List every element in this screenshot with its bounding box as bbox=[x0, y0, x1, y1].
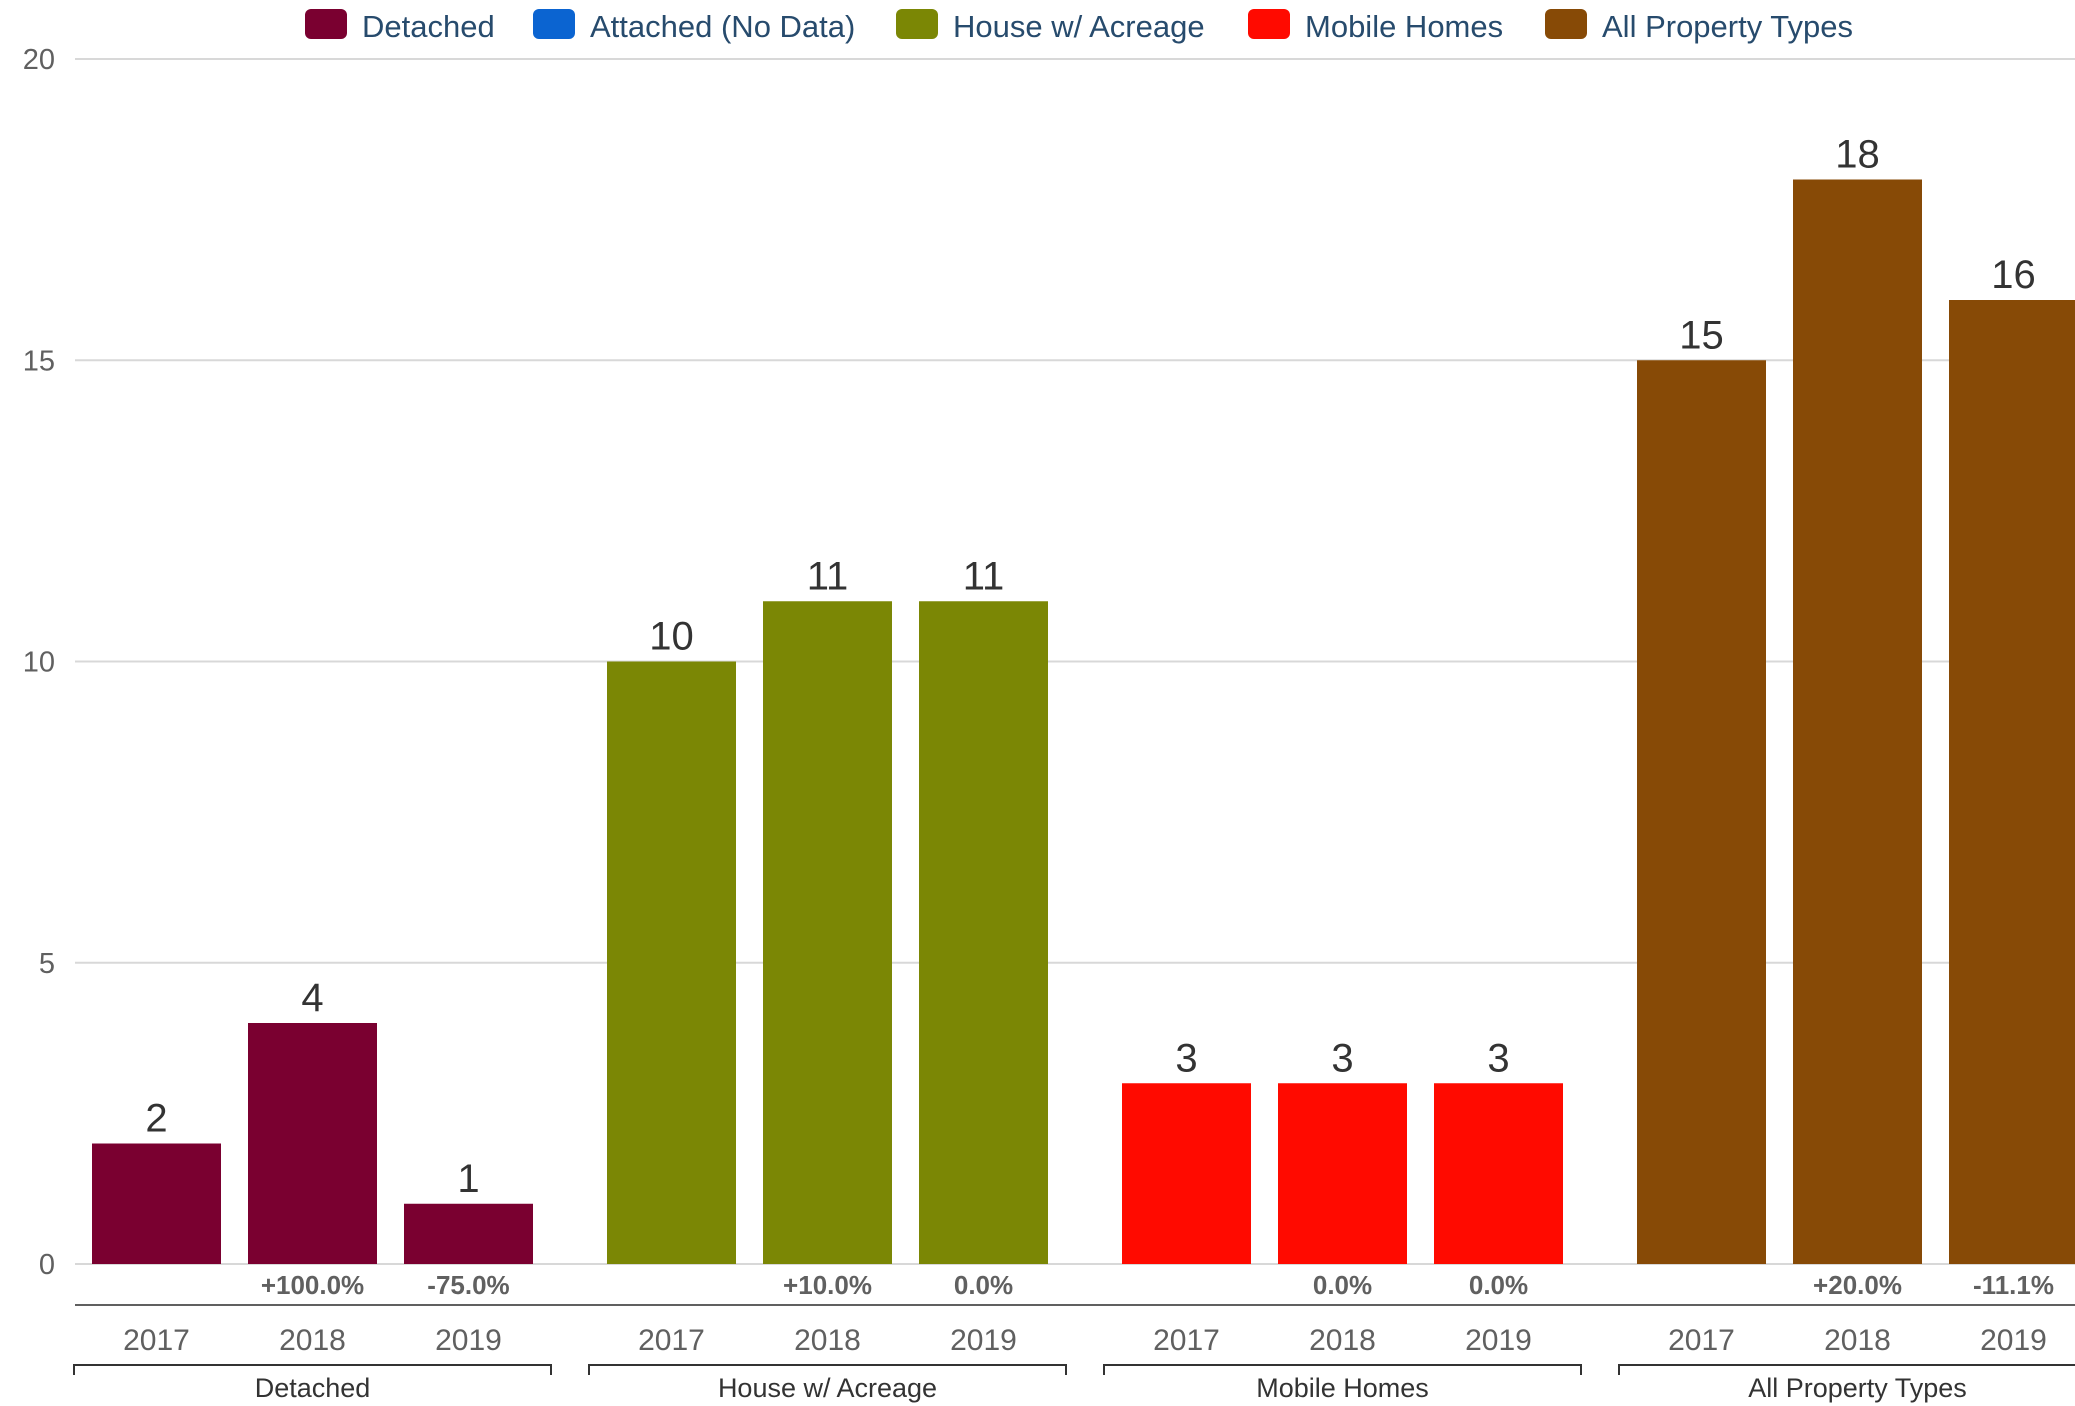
bar-3-2 bbox=[1949, 300, 2075, 1264]
bar-1-2 bbox=[919, 601, 1048, 1264]
change-label-1-2: 0.0% bbox=[954, 1270, 1013, 1300]
x-tick-label-3-1: 2018 bbox=[1824, 1324, 1891, 1357]
change-label-3-2: -11.1% bbox=[1973, 1270, 2054, 1300]
y-tick-label-4: 20 bbox=[23, 44, 55, 76]
legend-label-3: Mobile Homes bbox=[1305, 9, 1503, 44]
y-tick-label-3: 15 bbox=[23, 345, 55, 377]
x-tick-label-1-0: 2017 bbox=[638, 1324, 705, 1357]
bar-1-0 bbox=[607, 661, 736, 1264]
axes: 2017 2018 2019 Detached 2017 2018 2019 House w/… bbox=[73, 1304, 2075, 1403]
change-label-0-2: -75.0% bbox=[427, 1270, 509, 1300]
group-bracket-1 bbox=[588, 1364, 1067, 1375]
x-tick-label-3-0: 2017 bbox=[1668, 1324, 1735, 1357]
value-label-2-1: 3 bbox=[1331, 1036, 1353, 1080]
y-tick-label-2: 10 bbox=[23, 647, 55, 679]
x-tick-label-2-1: 2018 bbox=[1309, 1324, 1376, 1357]
value-label-3-0: 15 bbox=[1679, 313, 1724, 357]
legend-label-1: Attached (No Data) bbox=[590, 9, 855, 44]
group-label-2: Mobile Homes bbox=[1256, 1373, 1429, 1403]
bar-0-0 bbox=[92, 1143, 221, 1264]
value-label-1-1: 11 bbox=[807, 554, 849, 598]
x-tick-label-2-2: 2019 bbox=[1465, 1324, 1532, 1357]
bar-3-1 bbox=[1793, 179, 1922, 1264]
y-tick-label-1: 5 bbox=[39, 948, 55, 980]
x-tick-label-0-2: 2019 bbox=[435, 1324, 502, 1357]
x-tick-label-0-0: 2017 bbox=[123, 1324, 190, 1357]
legend-swatch-1 bbox=[533, 9, 575, 39]
change-label-3-1: +20.0% bbox=[1813, 1270, 1902, 1300]
group-label-1: House w/ Acreage bbox=[718, 1373, 937, 1403]
value-label-3-1: 18 bbox=[1835, 133, 1880, 177]
x-tick-label-1-2: 2019 bbox=[950, 1324, 1017, 1357]
x-tick-label-3-2: 2019 bbox=[1980, 1324, 2047, 1357]
legend-label-4: All Property Types bbox=[1602, 9, 1853, 44]
legend-swatch-0 bbox=[305, 9, 347, 39]
bar-1-1 bbox=[763, 601, 892, 1264]
legend-swatch-3 bbox=[1248, 9, 1290, 39]
value-label-0-2: 1 bbox=[457, 1157, 479, 1201]
bars: 2 4 +100.0% 1 -75.0% 10 11 +10.0% 11 0.0% 3 3 0.0% 3 0… bbox=[92, 133, 2075, 1300]
bar-3-0 bbox=[1637, 360, 1766, 1264]
bar-2-0 bbox=[1122, 1083, 1251, 1264]
change-label-0-1: +100.0% bbox=[261, 1270, 364, 1300]
value-label-2-0: 3 bbox=[1175, 1036, 1197, 1080]
change-label-2-2: 0.0% bbox=[1469, 1270, 1528, 1300]
bar-2-2 bbox=[1434, 1083, 1563, 1264]
value-label-3-2: 16 bbox=[1991, 253, 2036, 297]
x-tick-label-1-1: 2018 bbox=[794, 1324, 861, 1357]
value-label-0-0: 2 bbox=[145, 1097, 167, 1141]
legend-label-2: House w/ Acreage bbox=[953, 9, 1205, 44]
bar-0-2 bbox=[404, 1203, 533, 1264]
x-tick-label-0-1: 2018 bbox=[279, 1324, 346, 1357]
value-label-1-0: 10 bbox=[649, 615, 694, 659]
bar-2-1 bbox=[1278, 1083, 1407, 1264]
group-label-3: All Property Types bbox=[1748, 1373, 1967, 1403]
legend-label-0: Detached bbox=[362, 9, 495, 44]
group-bracket-3 bbox=[1618, 1364, 2075, 1375]
x-tick-label-2-0: 2017 bbox=[1153, 1324, 1220, 1357]
change-label-2-1: 0.0% bbox=[1313, 1270, 1372, 1300]
change-label-1-1: +10.0% bbox=[783, 1270, 872, 1300]
legend: Detached Attached (No Data) House w/ Acrea… bbox=[305, 9, 1853, 44]
group-bracket-0 bbox=[73, 1364, 552, 1375]
value-label-2-2: 3 bbox=[1487, 1036, 1509, 1080]
group-bracket-2 bbox=[1103, 1364, 1582, 1375]
value-label-1-2: 11 bbox=[963, 554, 1005, 598]
y-tick-label-0: 0 bbox=[39, 1249, 55, 1281]
bar-0-1 bbox=[248, 1023, 377, 1264]
value-label-0-1: 4 bbox=[301, 976, 323, 1020]
group-label-0: Detached bbox=[255, 1373, 371, 1403]
legend-swatch-4 bbox=[1545, 9, 1587, 39]
legend-swatch-2 bbox=[896, 9, 938, 39]
